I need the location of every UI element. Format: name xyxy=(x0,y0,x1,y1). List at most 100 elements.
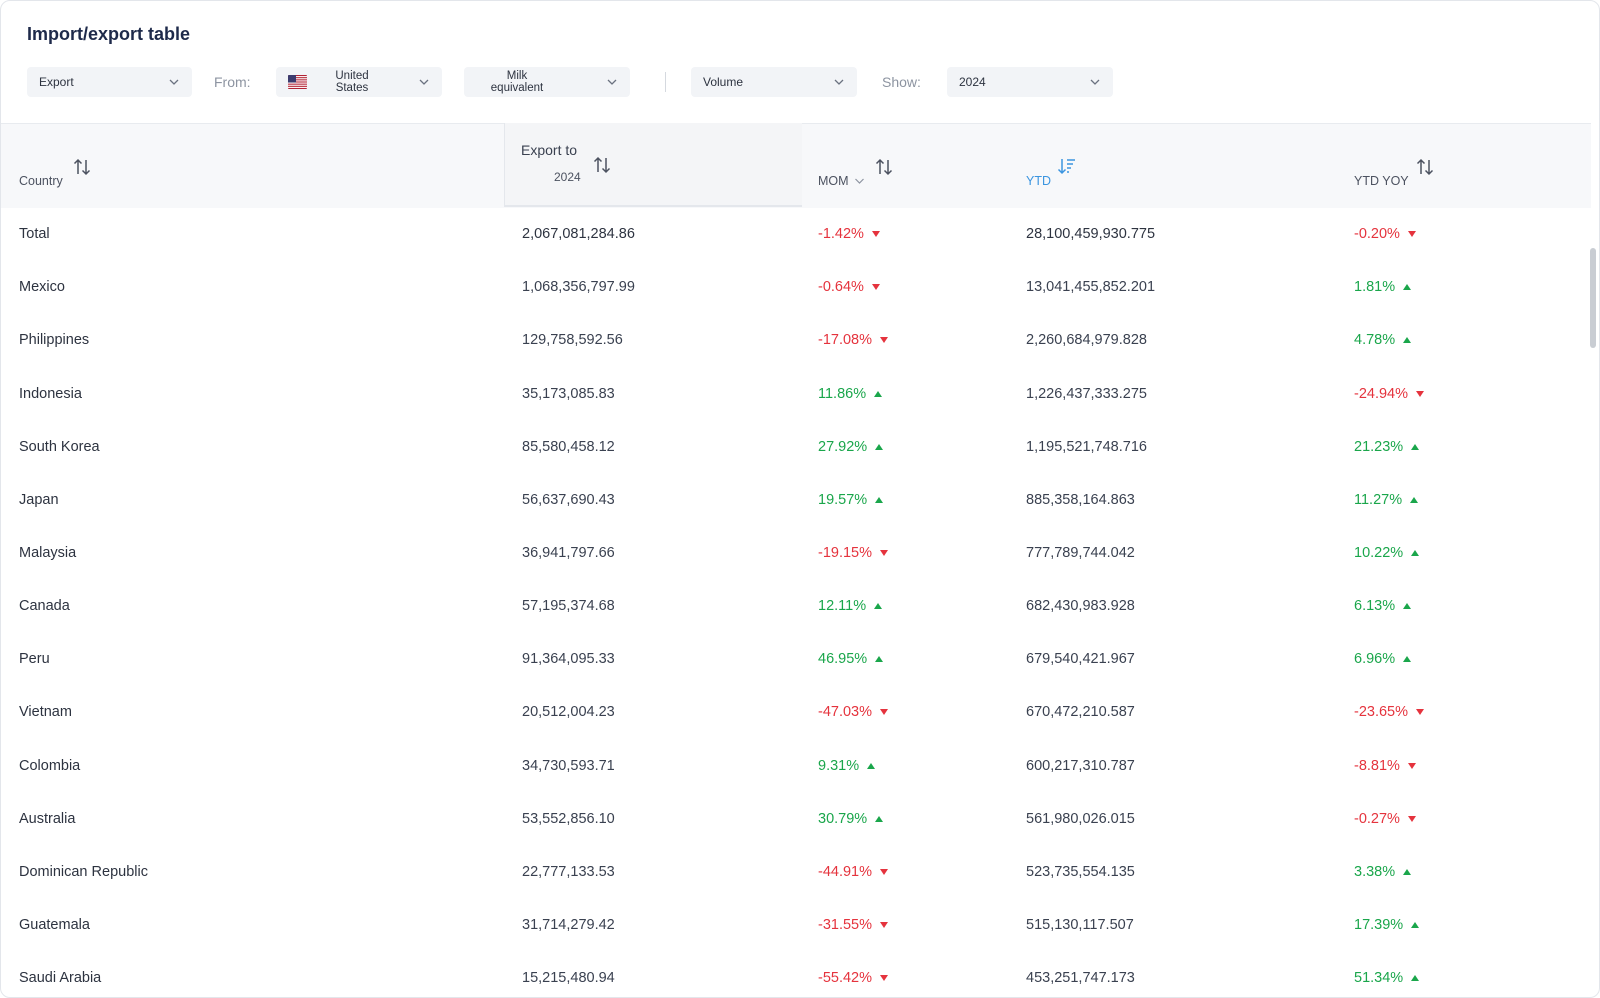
ytd-yoy-trend-icon xyxy=(1407,763,1416,770)
export-value-cell: 15,215,480.94 xyxy=(522,970,615,986)
ytd-yoy-value: 11.27% xyxy=(1354,492,1403,508)
column-header-ytd[interactable]: YTD xyxy=(1026,174,1051,188)
product-dropdown[interactable]: Milk equivalent xyxy=(464,67,630,97)
mom-cell: 27.92% xyxy=(818,420,884,474)
mom-cell: -55.42% xyxy=(818,951,889,997)
ytd-yoy-cell: 17.39% xyxy=(1354,898,1420,952)
ytd-yoy-value: -0.27% xyxy=(1354,811,1400,827)
mom-trend-icon xyxy=(880,975,889,982)
ytd-yoy-trend-icon xyxy=(1403,284,1412,291)
country-cell: Indonesia xyxy=(19,386,82,402)
table-row[interactable]: Guatemala 31,714,279.42 -31.55% 515,130,… xyxy=(1,898,1591,952)
mom-value: -1.42% xyxy=(818,226,864,242)
sort-icon[interactable] xyxy=(874,157,894,177)
chevron-down-icon[interactable] xyxy=(854,177,865,185)
scrollbar-thumb[interactable] xyxy=(1590,248,1596,348)
mom-value: 27.92% xyxy=(818,439,868,455)
product-line-1: Milk xyxy=(506,70,528,82)
vertical-scrollbar[interactable] xyxy=(1587,123,1599,997)
sort-icon[interactable] xyxy=(72,157,92,177)
sort-icon[interactable] xyxy=(592,155,612,175)
mom-cell: -44.91% xyxy=(818,845,889,899)
table-row[interactable]: Saudi Arabia 15,215,480.94 -55.42% 453,2… xyxy=(1,951,1591,997)
table-row[interactable]: Indonesia 35,173,085.83 11.86% 1,226,437… xyxy=(1,367,1591,421)
table-row[interactable]: Japan 56,637,690.43 19.57% 885,358,164.8… xyxy=(1,473,1591,527)
measure-dropdown[interactable]: Volume xyxy=(691,67,857,97)
export-value-cell: 22,777,133.53 xyxy=(522,864,615,880)
table-row[interactable]: South Korea 85,580,458.12 27.92% 1,195,5… xyxy=(1,420,1591,474)
column-header-export-to[interactable]: Export to xyxy=(521,142,578,158)
mom-trend-icon xyxy=(880,337,889,344)
table-row[interactable]: Vietnam 20,512,004.23 -47.03% 670,472,21… xyxy=(1,685,1591,739)
mom-trend-icon xyxy=(871,284,880,291)
column-header-mom[interactable]: MOM xyxy=(818,174,849,188)
chevron-down-icon xyxy=(169,79,179,85)
table-row[interactable]: Malaysia 36,941,797.66 -19.15% 777,789,7… xyxy=(1,526,1591,580)
table-row[interactable]: Peru 91,364,095.33 46.95% 679,540,421.96… xyxy=(1,632,1591,686)
ytd-yoy-value: 10.22% xyxy=(1354,545,1404,561)
mom-cell: -0.64% xyxy=(818,260,880,314)
mom-value: -31.55% xyxy=(818,917,873,933)
column-header-country[interactable]: Country xyxy=(19,174,63,188)
ytd-yoy-trend-icon xyxy=(1403,603,1412,610)
table-row[interactable]: Dominican Republic 22,777,133.53 -44.91%… xyxy=(1,845,1591,899)
mom-cell: 11.86% xyxy=(818,367,883,421)
ytd-yoy-trend-icon xyxy=(1410,497,1419,504)
ytd-yoy-value: 3.38% xyxy=(1354,864,1396,880)
ytd-yoy-value: 21.23% xyxy=(1354,439,1404,455)
mom-value: 12.11% xyxy=(818,598,867,614)
mom-trend-icon xyxy=(880,922,889,929)
ytd-value-cell: 561,980,026.015 xyxy=(1026,811,1135,827)
table-row[interactable]: Canada 57,195,374.68 12.11% 682,430,983.… xyxy=(1,579,1591,633)
filter-divider xyxy=(665,72,666,92)
ytd-yoy-value: -24.94% xyxy=(1354,386,1409,402)
mom-cell: -47.03% xyxy=(818,685,889,739)
column-header-ytd-yoy[interactable]: YTD YOY xyxy=(1354,174,1409,188)
export-value-cell: 57,195,374.68 xyxy=(522,598,615,614)
ytd-value-cell: 777,789,744.042 xyxy=(1026,545,1135,561)
ytd-yoy-cell: -8.81% xyxy=(1354,739,1416,793)
ytd-value-cell: 600,217,310.787 xyxy=(1026,758,1135,774)
direction-value: Export xyxy=(39,75,74,89)
ytd-yoy-trend-icon xyxy=(1403,337,1412,344)
country-dropdown[interactable]: United States xyxy=(276,67,442,97)
export-value-cell: 34,730,593.71 xyxy=(522,758,615,774)
page-title: Import/export table xyxy=(27,24,191,44)
ytd-yoy-cell: 21.23% xyxy=(1354,420,1420,474)
year-dropdown[interactable]: 2024 xyxy=(947,67,1113,97)
mom-trend-icon xyxy=(875,497,884,504)
sort-icon[interactable] xyxy=(1415,157,1435,177)
export-value-cell: 53,552,856.10 xyxy=(522,811,615,827)
mom-trend-icon xyxy=(880,550,889,557)
ytd-yoy-trend-icon xyxy=(1403,869,1412,876)
country-cell: Philippines xyxy=(19,332,90,348)
country-cell: Vietnam xyxy=(19,704,72,720)
ytd-yoy-trend-icon xyxy=(1416,391,1425,398)
direction-dropdown[interactable]: Export xyxy=(27,67,192,97)
sort-descending-icon[interactable] xyxy=(1057,156,1077,176)
ytd-yoy-trend-icon xyxy=(1411,975,1420,982)
ytd-value-cell: 679,540,421.967 xyxy=(1026,651,1135,667)
us-flag-icon xyxy=(288,75,307,89)
mom-cell: -1.42% xyxy=(818,207,880,261)
table-row[interactable]: Australia 53,552,856.10 30.79% 561,980,0… xyxy=(1,792,1591,846)
country-line-2: States xyxy=(335,82,369,94)
export-value-cell: 56,637,690.43 xyxy=(522,492,615,508)
country-cell: Malaysia xyxy=(19,545,77,561)
ytd-yoy-value: 1.81% xyxy=(1354,279,1396,295)
ytd-value-cell: 2,260,684,979.828 xyxy=(1026,332,1147,348)
mom-value: 30.79% xyxy=(818,811,868,827)
table-row[interactable]: Mexico 1,068,356,797.99 -0.64% 13,041,45… xyxy=(1,260,1591,314)
mom-trend-icon xyxy=(874,603,883,610)
table-row[interactable]: Colombia 34,730,593.71 9.31% 600,217,310… xyxy=(1,739,1591,793)
export-value-cell: 36,941,797.66 xyxy=(522,545,615,561)
mom-value: -44.91% xyxy=(818,864,873,880)
table-row[interactable]: Philippines 129,758,592.56 -17.08% 2,260… xyxy=(1,313,1591,367)
mom-value: 11.86% xyxy=(818,386,867,402)
ytd-value-cell: 682,430,983.928 xyxy=(1026,598,1135,614)
mom-cell: 30.79% xyxy=(818,792,884,846)
export-value-cell: 2,067,081,284.86 xyxy=(522,226,635,242)
table-row[interactable]: Total 2,067,081,284.86 -1.42% 28,100,459… xyxy=(1,207,1591,261)
ytd-yoy-cell: 10.22% xyxy=(1354,526,1420,580)
